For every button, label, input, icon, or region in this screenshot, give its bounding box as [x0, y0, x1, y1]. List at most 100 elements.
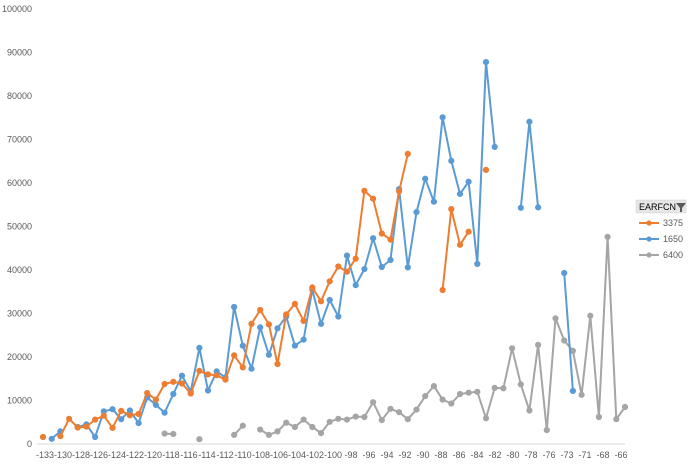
data-point [48, 435, 55, 442]
data-point [248, 320, 255, 327]
y-tick-label: 70000 [7, 135, 32, 145]
data-point [456, 190, 464, 197]
data-point [361, 266, 368, 273]
data-point [387, 256, 394, 264]
plot-area [39, 59, 629, 443]
data-point [335, 263, 342, 270]
data-point [465, 178, 472, 185]
legend-entry: 6400 [663, 250, 683, 260]
data-point [361, 187, 368, 194]
data-point [326, 278, 333, 285]
data-point [326, 296, 333, 304]
data-point [265, 321, 272, 328]
data-point [257, 426, 264, 433]
x-tick-label: -110 [234, 450, 251, 460]
data-point [387, 405, 394, 412]
series-line [519, 120, 540, 209]
data-point [39, 433, 47, 441]
data-point [422, 175, 429, 182]
data-point [257, 306, 264, 314]
data-point [257, 324, 264, 331]
data-point [526, 407, 533, 414]
y-tick-label: 20000 [7, 352, 32, 362]
x-tick-label: -84 [470, 450, 483, 460]
legend-entry: 3375 [663, 218, 683, 228]
series-3375 [39, 150, 490, 441]
y-tick-label: 90000 [7, 48, 32, 58]
data-point [283, 419, 290, 426]
data-point [265, 431, 272, 438]
series-6400 [161, 233, 629, 443]
data-point [161, 409, 168, 416]
data-point [161, 380, 168, 388]
data-point [352, 282, 359, 289]
data-point [535, 204, 542, 211]
data-point [335, 313, 342, 320]
data-point [422, 393, 429, 400]
data-point [161, 430, 168, 437]
x-tick-label: -73 [560, 450, 573, 460]
data-point [144, 390, 151, 397]
x-tick-label: -116 [180, 450, 197, 460]
data-point [378, 230, 385, 237]
y-tick-label: 0 [27, 439, 32, 449]
data-point [526, 118, 533, 125]
data-point [326, 418, 333, 425]
data-point [352, 413, 359, 420]
data-point [343, 268, 351, 275]
y-tick-label: 50000 [7, 222, 32, 232]
data-point [352, 255, 359, 262]
data-point [578, 391, 585, 398]
data-point [508, 345, 516, 352]
data-point [231, 303, 238, 311]
series-line [563, 272, 574, 392]
y-tick-label: 10000 [7, 396, 32, 406]
data-point [222, 376, 229, 383]
series-line [441, 208, 470, 291]
data-point [300, 336, 307, 343]
legend-entry: 1650 [663, 234, 683, 244]
data-point [291, 342, 298, 349]
x-tick-label: -80 [506, 450, 519, 460]
data-point [621, 403, 629, 411]
legend-marker [646, 252, 652, 258]
data-point [66, 415, 73, 422]
x-tick-label: -66 [614, 450, 627, 460]
data-point [100, 412, 107, 419]
data-point [535, 341, 542, 348]
data-point [92, 433, 99, 441]
data-point [291, 300, 298, 307]
x-tick-label: -114 [198, 450, 215, 460]
data-point [448, 157, 455, 164]
y-axis-ticks: 0 10000 20000 30000 40000 50000 60000 70000 8000… [2, 4, 32, 449]
data-point [491, 384, 498, 391]
x-tick-label: -120 [144, 450, 162, 460]
series-line [76, 61, 496, 438]
data-point [170, 378, 177, 385]
data-point [309, 423, 316, 431]
data-point [317, 320, 325, 327]
x-tick-label: -106 [270, 450, 288, 460]
x-tick-label: -112 [216, 450, 233, 460]
data-point [204, 387, 212, 394]
data-point [300, 416, 307, 423]
data-point [152, 396, 159, 403]
x-axis-ticks: -133 -130 -128 -126 -124 -122 -120 -118 -116 -114… [36, 450, 628, 460]
data-point [248, 365, 255, 372]
data-point [404, 150, 411, 157]
data-point [152, 401, 159, 408]
data-point [439, 396, 446, 403]
x-tick-label: -71 [578, 450, 591, 460]
data-point [456, 390, 464, 398]
filter-icon[interactable] [676, 203, 686, 212]
data-point [283, 311, 290, 318]
data-point [370, 235, 377, 242]
data-point [343, 252, 351, 259]
y-tick-label: 40000 [7, 265, 32, 275]
data-point [265, 351, 272, 358]
data-point [448, 400, 455, 407]
data-point [178, 380, 186, 387]
legend: EARFCN 3375 1650 6400 [635, 199, 687, 260]
data-point [370, 399, 377, 406]
